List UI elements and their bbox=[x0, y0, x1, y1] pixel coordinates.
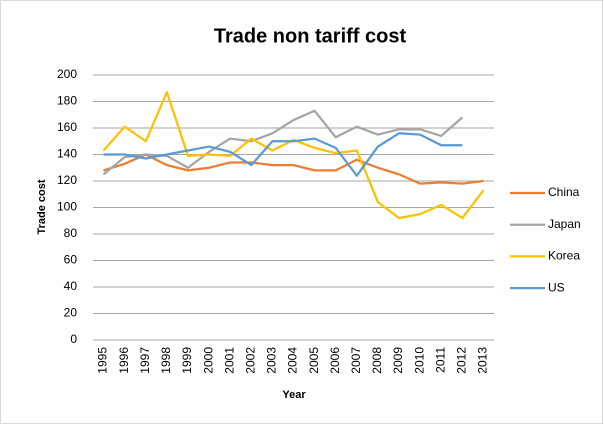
x-tick-label: 1996 bbox=[117, 347, 131, 374]
x-tick-label: 2002 bbox=[243, 347, 257, 374]
chart-title: Trade non tariff cost bbox=[214, 25, 407, 47]
x-tick-label: 2008 bbox=[370, 347, 384, 374]
x-tick-label: 1997 bbox=[138, 347, 152, 374]
y-tick-label: 160 bbox=[57, 120, 77, 134]
series-line bbox=[102, 91, 485, 220]
x-tick-label: 1999 bbox=[180, 347, 194, 374]
x-tick-label: 2003 bbox=[265, 347, 279, 374]
x-tick-label: 2005 bbox=[307, 347, 321, 374]
legend-label: US bbox=[548, 280, 565, 294]
x-tick-label: 1995 bbox=[96, 347, 110, 374]
x-tick-label: 2010 bbox=[412, 347, 426, 374]
y-tick-label: 200 bbox=[57, 67, 77, 81]
y-tick-label: 80 bbox=[64, 226, 78, 240]
x-axis-title: Year bbox=[282, 389, 306, 401]
x-tick-label: 2006 bbox=[328, 347, 342, 374]
legend-label: China bbox=[548, 185, 580, 199]
legend-label: Korea bbox=[548, 249, 580, 263]
y-tick-label: 140 bbox=[57, 147, 77, 161]
x-tick-label: 1998 bbox=[159, 347, 173, 374]
x-tick-label: 2012 bbox=[455, 347, 469, 374]
x-tick-label: 2013 bbox=[476, 347, 490, 374]
y-tick-label: 180 bbox=[57, 94, 77, 108]
y-tick-label: 100 bbox=[57, 200, 77, 214]
x-tick-label: 2011 bbox=[433, 347, 447, 373]
y-tick-label: 0 bbox=[70, 332, 77, 346]
y-tick-label: 60 bbox=[64, 253, 78, 267]
y-axis-title: Trade cost bbox=[36, 179, 48, 234]
x-tick-label: 2004 bbox=[286, 347, 300, 374]
y-tick-label: 20 bbox=[64, 306, 78, 320]
series-line bbox=[103, 153, 484, 185]
x-tick-label: 2009 bbox=[391, 347, 405, 374]
legend-label: Japan bbox=[548, 217, 581, 231]
series-line bbox=[103, 132, 463, 177]
y-tick-label: 40 bbox=[64, 279, 78, 293]
x-tick-label: 2001 bbox=[222, 347, 236, 374]
x-tick-label: 2000 bbox=[201, 347, 215, 374]
x-tick-label: 2007 bbox=[349, 347, 363, 374]
y-tick-label: 120 bbox=[57, 173, 77, 187]
